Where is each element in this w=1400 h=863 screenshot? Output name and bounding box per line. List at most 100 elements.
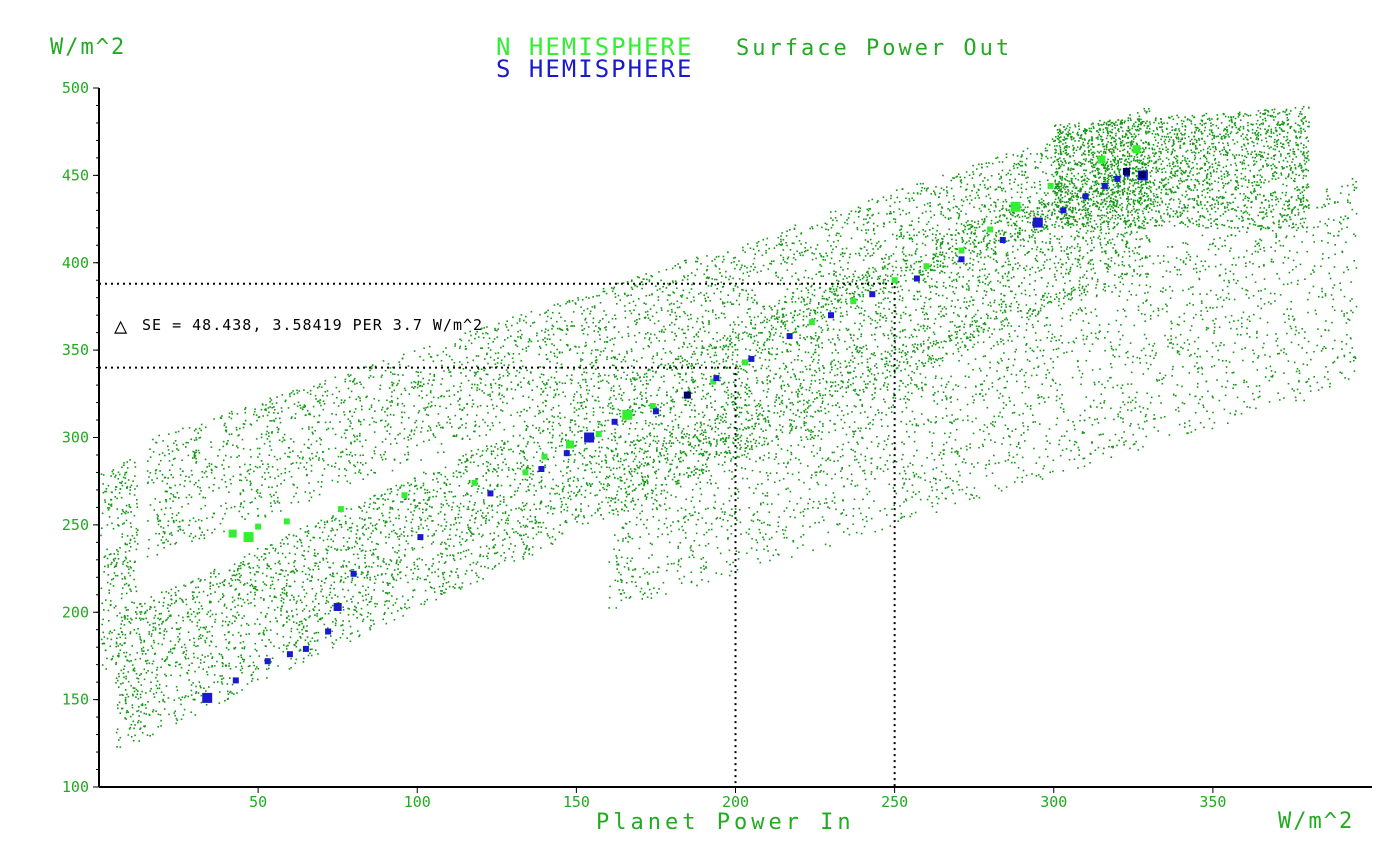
- cloud-point: [523, 553, 525, 555]
- cloud-point: [163, 634, 166, 636]
- cloud-point: [1047, 292, 1050, 295]
- cloud-point: [972, 304, 974, 306]
- cloud-point: [934, 269, 936, 272]
- cloud-point: [170, 598, 173, 601]
- cloud-point: [831, 338, 834, 340]
- cloud-point: [782, 314, 785, 316]
- cloud-point: [400, 559, 402, 561]
- cloud-point: [457, 574, 459, 577]
- cloud-point: [1090, 217, 1092, 220]
- cloud-point: [464, 461, 466, 463]
- cloud-point: [1068, 214, 1070, 217]
- cloud-point: [915, 250, 917, 252]
- cloud-point: [1066, 246, 1069, 248]
- cloud-point: [757, 351, 759, 353]
- cloud-point: [762, 430, 764, 432]
- cloud-point: [177, 590, 180, 592]
- cloud-point: [1071, 297, 1073, 299]
- cloud-point: [377, 565, 379, 567]
- cloud-point: [102, 631, 105, 634]
- cloud-point: [629, 406, 631, 409]
- cloud-point: [831, 368, 833, 371]
- cloud-point: [118, 675, 120, 678]
- cloud-point: [278, 573, 281, 575]
- cloud-point: [857, 293, 860, 296]
- cloud-point: [831, 303, 833, 305]
- cloud-point: [458, 506, 461, 509]
- cloud-point: [1006, 251, 1009, 254]
- cloud-point: [1024, 269, 1027, 271]
- cloud-point: [330, 584, 333, 587]
- cloud-point: [891, 344, 893, 347]
- cloud-point: [119, 612, 121, 614]
- cloud-point: [798, 348, 800, 351]
- cloud-point: [867, 315, 870, 318]
- cloud-point: [149, 605, 151, 608]
- cloud-point: [732, 403, 734, 406]
- cloud-point: [288, 585, 291, 588]
- cloud-point: [174, 665, 177, 667]
- cloud-point: [346, 600, 348, 602]
- cloud-point: [204, 579, 206, 581]
- cloud-point: [756, 382, 758, 384]
- cloud-point: [695, 450, 698, 452]
- cloud-point: [106, 557, 109, 560]
- cloud-point: [755, 377, 758, 379]
- cloud-point: [650, 489, 653, 491]
- cloud-point: [477, 464, 479, 467]
- cloud-point: [939, 243, 942, 246]
- cloud-point: [694, 416, 696, 418]
- cloud-point: [149, 624, 151, 626]
- cloud-point: [691, 471, 693, 473]
- cloud-point: [641, 448, 643, 451]
- cloud-point: [312, 608, 314, 610]
- cloud-point: [477, 448, 479, 451]
- cloud-point: [1036, 260, 1039, 263]
- cloud-point: [1105, 263, 1107, 265]
- cloud-point: [1079, 246, 1081, 249]
- cloud-point: [607, 476, 610, 479]
- cloud-point: [575, 508, 577, 510]
- cloud-point: [312, 536, 314, 539]
- cloud-point: [1041, 251, 1044, 254]
- cloud-point: [173, 712, 176, 714]
- cloud-point: [1121, 263, 1124, 266]
- cloud-point: [601, 501, 603, 503]
- cloud-point: [363, 576, 366, 579]
- cloud-point: [982, 281, 984, 283]
- cloud-point: [117, 633, 120, 635]
- cloud-point: [1027, 240, 1029, 243]
- cloud-point: [482, 512, 484, 514]
- cloud-point: [122, 682, 124, 684]
- cloud-point: [453, 545, 455, 547]
- cloud-point: [521, 451, 524, 453]
- cloud-point: [106, 581, 109, 584]
- cloud-point: [912, 336, 914, 338]
- cloud-point: [790, 312, 792, 314]
- cloud-point: [391, 500, 394, 503]
- cloud-point: [704, 397, 707, 400]
- cloud-point: [748, 395, 750, 398]
- cloud-point: [1124, 221, 1127, 224]
- cloud-point: [909, 269, 911, 271]
- cloud-point: [874, 377, 876, 380]
- cloud-point: [437, 512, 440, 515]
- cloud-point: [608, 398, 611, 401]
- cloud-point: [237, 567, 240, 570]
- cloud-point: [1029, 274, 1031, 276]
- cloud-point: [561, 489, 564, 491]
- cloud-point: [778, 367, 781, 370]
- cloud-point: [544, 466, 547, 469]
- cloud-point: [563, 496, 565, 499]
- cloud-point: [550, 506, 552, 508]
- cloud-point: [1136, 231, 1138, 233]
- cloud-point: [943, 258, 946, 261]
- cloud-point: [1021, 215, 1024, 218]
- cloud-point: [528, 548, 531, 550]
- cloud-point: [778, 316, 780, 318]
- cloud-point: [704, 435, 707, 438]
- cloud-point: [120, 597, 123, 600]
- cloud-point: [388, 533, 391, 536]
- cloud-point: [102, 483, 104, 485]
- cloud-point: [306, 578, 309, 580]
